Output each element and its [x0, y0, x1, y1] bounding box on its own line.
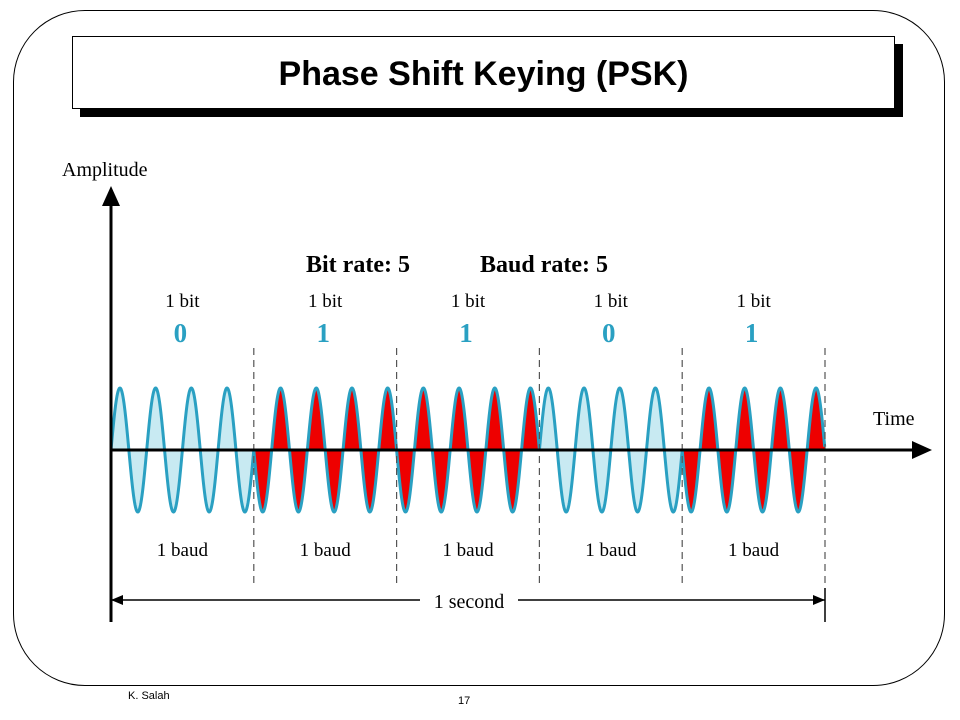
amplitude-axis-arrow	[102, 186, 120, 206]
carrier-wave	[109, 386, 827, 514]
bit-label: 1 bit	[736, 291, 771, 312]
baud-label: 1 baud	[728, 540, 780, 561]
bit-value: 1	[745, 318, 759, 348]
bit-label: 1 bit	[308, 291, 343, 312]
slide-title: Phase Shift Keying (PSK)	[278, 55, 689, 93]
baud-label: 1 baud	[585, 540, 637, 561]
baud-label: 1 baud	[157, 540, 209, 561]
bit-value: 0	[174, 318, 188, 348]
duration-label: 1 second	[434, 591, 505, 613]
bit-label: 1 bit	[451, 291, 486, 312]
bit-label: 1 bit	[594, 291, 629, 312]
time-axis-label: Time	[873, 408, 915, 430]
time-axis-arrow	[912, 441, 932, 459]
bit-value: 0	[602, 318, 616, 348]
amplitude-axis-label: Amplitude	[62, 159, 148, 181]
bit-label: 1 bit	[165, 291, 200, 312]
baud-label: 1 baud	[442, 540, 494, 561]
duration-arrow-right	[813, 595, 825, 605]
baud-rate-label: Baud rate: 5	[480, 252, 608, 278]
slide-frame	[13, 10, 945, 686]
page-number: 17	[458, 695, 471, 707]
baud-label: 1 baud	[300, 540, 352, 561]
footer-author: K. Salah	[128, 690, 170, 702]
bit-value: 1	[459, 318, 473, 348]
bit-value: 1	[316, 318, 330, 348]
bit-rate-label: Bit rate: 5	[306, 252, 410, 278]
duration-arrow-left	[111, 595, 123, 605]
segment-labels: 1 bit 0 1 baud 1 bit 1 1 baud 1 bit 1 1 baud 1 bi…	[157, 291, 780, 561]
baud-dividers	[253, 348, 826, 588]
title-box: Phase Shift Keying (PSK)	[72, 36, 895, 109]
duration-label-bg	[420, 590, 518, 612]
